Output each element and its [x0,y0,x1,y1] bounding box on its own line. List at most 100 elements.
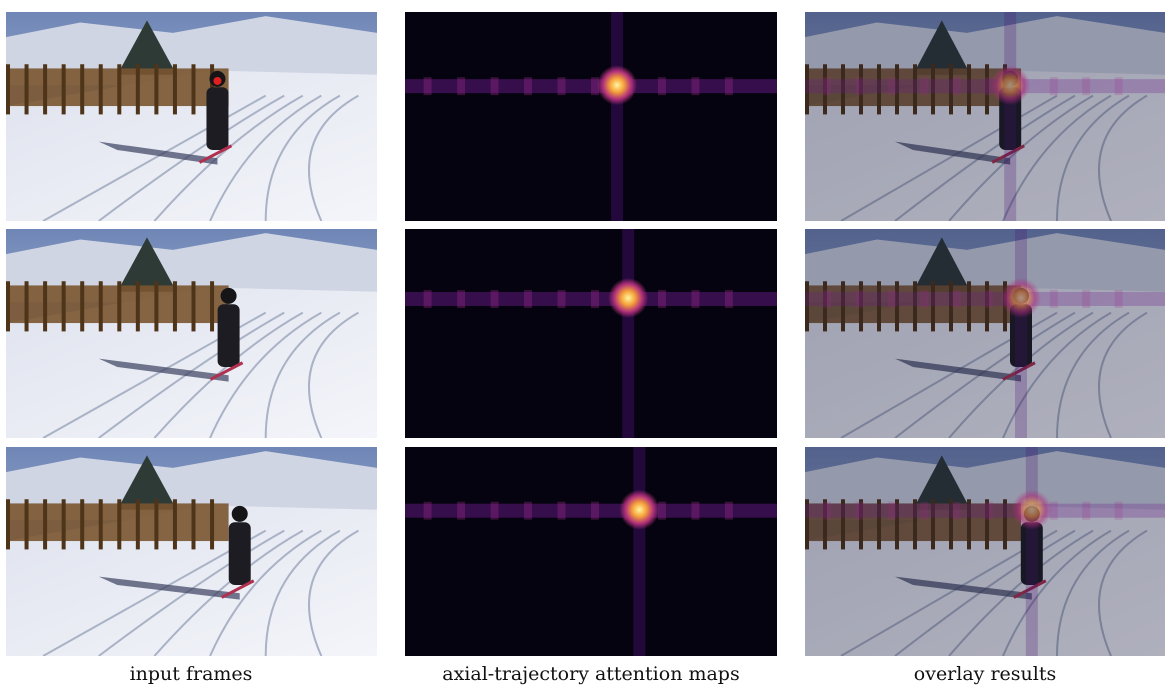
band-cell [491,77,499,95]
band-cell [591,290,599,308]
fence-post [210,281,214,331]
fence-post [173,64,177,114]
fence-post [136,281,140,331]
hot-spot [619,490,659,530]
band-vertical [1026,447,1038,656]
hot-spot [990,65,1030,105]
dim [805,229,1165,438]
band-cell [823,77,831,95]
band-cell [658,290,666,308]
fence-post [117,64,121,114]
band-vertical [622,229,634,438]
band-cell [524,290,532,308]
band-cell [920,502,928,520]
skier-body [206,87,228,150]
band-cell [424,502,432,520]
band-cell [855,290,863,308]
band-cell [591,502,599,520]
fence-post [136,499,140,549]
fence-post [210,499,214,549]
fence-post [43,281,47,331]
band-cell [457,290,465,308]
panel [405,229,777,438]
band-cell [424,290,432,308]
band-cell [953,502,961,520]
fence-post [25,281,29,331]
band-cell [823,290,831,308]
band-cell [725,290,733,308]
skier-head [221,288,237,304]
band-cell [524,77,532,95]
panel [6,447,377,656]
hot-spot [1001,278,1041,318]
band-vertical [611,12,623,221]
panel-content [6,12,377,221]
fence-post [6,281,10,331]
attention-bg [405,447,777,656]
fence-post [136,64,140,114]
fence-post [80,281,84,331]
fence-post [173,281,177,331]
band-cell [558,502,566,520]
fence-post [99,281,103,331]
fence-post [154,499,158,549]
band-vertical [1004,12,1016,221]
fence-post [43,64,47,114]
band-cell [457,77,465,95]
band-cell [888,77,896,95]
fence-post [43,499,47,549]
panel-content [6,447,377,656]
panel [6,229,377,438]
fence-post [25,64,29,114]
band-cell [953,290,961,308]
band-cell [888,502,896,520]
band-cell [1082,502,1090,520]
fence-post [192,64,196,114]
band-cell [1115,502,1123,520]
band-cell [1050,290,1058,308]
band-cell [658,77,666,95]
band-cell [920,77,928,95]
figure: input frames axial-trajectory attention … [0,0,1165,691]
panel-content [405,229,777,438]
hot-spot [608,278,648,318]
band-cell [855,77,863,95]
caption: axial-trajectory attention maps [442,663,739,685]
fence-post [154,281,158,331]
fence-post [25,499,29,549]
query-point [213,77,221,85]
band-cell [691,77,699,95]
panel-content [805,229,1165,438]
caption: overlay results [914,663,1056,685]
panel [805,229,1165,438]
band-cell [953,77,961,95]
hot-spot [1012,490,1052,530]
panel [405,447,777,656]
skier-body [229,522,251,585]
band-cell [1115,77,1123,95]
band-cell [491,502,499,520]
band-cell [424,77,432,95]
panel [6,12,377,221]
fence-post [6,499,10,549]
fence-post [173,499,177,549]
fence-post [192,281,196,331]
fence-post [62,499,66,549]
panel [405,12,777,221]
band-cell [558,290,566,308]
band-vertical [633,447,645,656]
fence-post [6,64,10,114]
band-cell [1050,77,1058,95]
band-cell [855,502,863,520]
band-vertical [1015,229,1027,438]
fence-post [192,499,196,549]
panel-content [805,12,1165,221]
panel-content [6,229,377,438]
band-cell [491,290,499,308]
band-cell [457,502,465,520]
fence-post [80,64,84,114]
skier-head [232,506,248,522]
band-cell [888,290,896,308]
attention-bg [405,12,777,221]
hot-spot [597,65,637,105]
